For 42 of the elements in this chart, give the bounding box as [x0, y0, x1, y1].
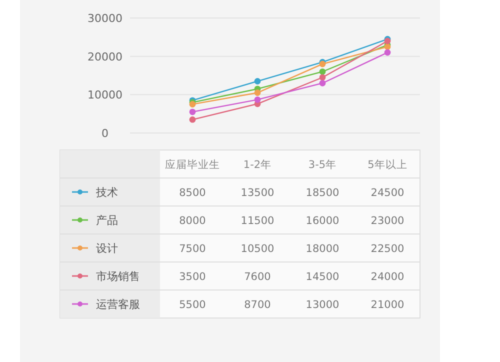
data-label: 7600 [244, 271, 271, 283]
data-label: 23000 [370, 215, 404, 227]
point [254, 90, 261, 96]
point [254, 78, 261, 84]
y-tick-label: 30000 [88, 12, 122, 25]
data-label: 8700 [244, 299, 271, 311]
legend-label: 产品 [96, 214, 118, 227]
data-label: 18000 [306, 243, 340, 255]
point [319, 68, 326, 75]
data-label: 8000 [179, 215, 206, 227]
point [254, 96, 261, 103]
data-label: 24500 [370, 187, 404, 199]
y-tick-label: 0 [102, 127, 108, 140]
x-tick-label: 应届毕业生 [165, 158, 220, 171]
legend-label: 设计 [96, 242, 118, 255]
point [384, 49, 391, 56]
point [319, 74, 326, 81]
data-label: 8500 [179, 187, 206, 199]
legend-label: 运营客服 [96, 298, 140, 311]
data-label: 5500 [179, 299, 206, 311]
data-label: 7500 [179, 243, 206, 255]
x-tick-label: 3-5年 [308, 159, 337, 171]
data-label: 22500 [370, 243, 404, 255]
y-tick-label: 10000 [88, 88, 122, 102]
data-label: 3500 [179, 271, 206, 283]
legend-label: 技术 [95, 186, 118, 199]
y-tick-label: 20000 [88, 50, 122, 64]
x-tick-label: 1-2年 [243, 159, 272, 171]
point [189, 108, 196, 116]
data-label: 24000 [370, 271, 404, 283]
data-label: 16000 [306, 215, 340, 227]
x-tick-label: 5年以上 [368, 158, 408, 171]
data-label: 14500 [306, 271, 340, 283]
data-label: 13000 [306, 299, 340, 311]
point [319, 80, 326, 86]
legend-label: 市场销售 [96, 270, 140, 283]
data-label: 10500 [240, 243, 274, 255]
data-label: 21000 [370, 299, 404, 311]
data-label: 11500 [240, 215, 274, 227]
data-label: 13500 [240, 187, 274, 199]
data-label: 18500 [306, 187, 340, 199]
point [189, 116, 196, 123]
